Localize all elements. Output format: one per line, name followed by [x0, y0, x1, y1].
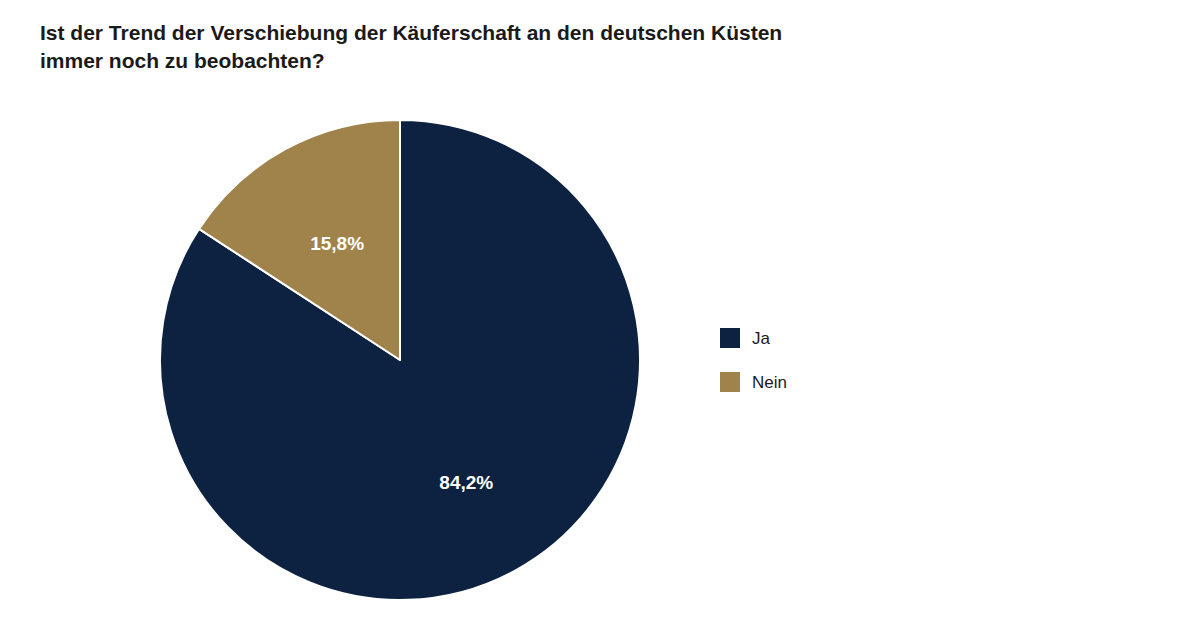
data-label: 15,8%	[310, 233, 364, 254]
background	[0, 0, 1183, 640]
legend: Ja Nein	[720, 328, 787, 392]
slice	[199, 120, 400, 360]
legend-swatch	[720, 328, 740, 348]
pie	[160, 120, 640, 600]
data-label: 84,2%	[439, 472, 493, 493]
subtitle: immer noch zu beobachten?	[40, 49, 325, 72]
slice	[160, 120, 640, 600]
legend-swatch	[720, 372, 740, 392]
title: Ist der Trend der Verschiebung der Käufe…	[40, 21, 782, 44]
legend-label: Nein	[752, 373, 787, 392]
data-labels: 84,2% 15,8%	[310, 233, 493, 492]
chart: Ist der Trend der Verschiebung der Käufe…	[0, 0, 1183, 640]
legend-label: Ja	[752, 329, 771, 348]
chart-container: Ist der Trend der Verschiebung der Käufe…	[0, 0, 1183, 640]
